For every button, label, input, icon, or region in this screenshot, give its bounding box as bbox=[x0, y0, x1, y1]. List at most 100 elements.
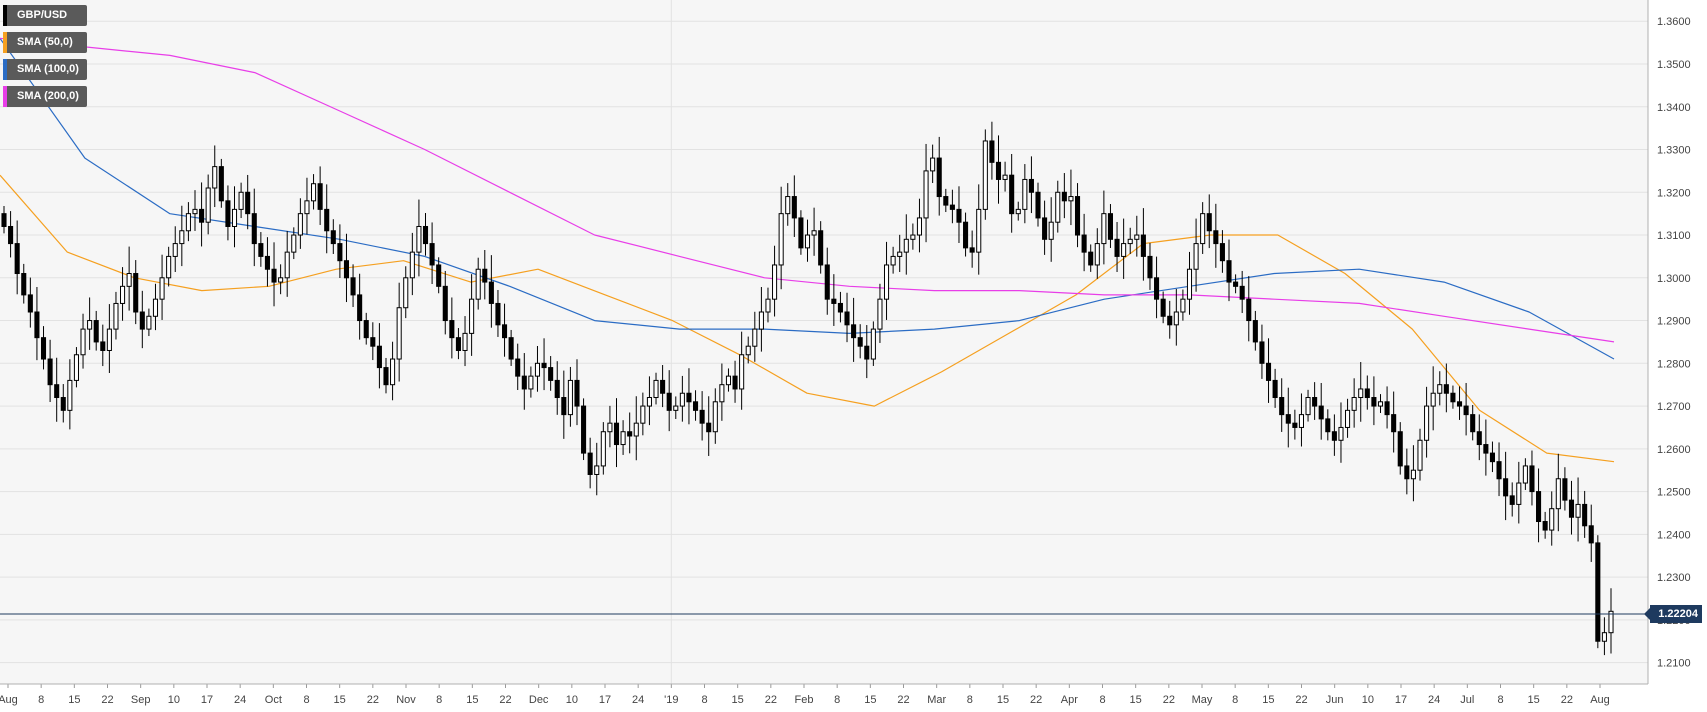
candle-body bbox=[1292, 422, 1298, 428]
x-tick-label: 17 bbox=[1395, 694, 1407, 706]
legend-swatch bbox=[3, 5, 7, 26]
x-tick-label: Sep bbox=[131, 694, 151, 706]
x-tick-label: Aug bbox=[1590, 694, 1610, 706]
legend: GBP/USD SMA (50,0) SMA (100,0) SMA (200,… bbox=[3, 5, 87, 113]
candle-body bbox=[1002, 174, 1008, 180]
x-tick-label: 15 bbox=[864, 694, 876, 706]
candle-body bbox=[758, 311, 764, 330]
candle-body bbox=[521, 375, 527, 390]
x-tick-label: '19 bbox=[664, 694, 678, 706]
x-tick-label: 8 bbox=[436, 694, 442, 706]
candle-body bbox=[1272, 379, 1278, 399]
y-tick-label: 1.2100 bbox=[1657, 658, 1691, 670]
candle-body bbox=[34, 311, 40, 339]
y-tick-label: 1.2700 bbox=[1657, 401, 1691, 413]
x-tick-label: Dec bbox=[529, 694, 549, 706]
candle-body bbox=[508, 337, 514, 360]
candle-body bbox=[1516, 482, 1522, 505]
candle-body bbox=[1042, 217, 1048, 240]
x-tick-label: 22 bbox=[1295, 694, 1307, 706]
candle-body bbox=[1562, 478, 1568, 501]
candle-body bbox=[27, 294, 33, 313]
candle-body bbox=[1397, 431, 1403, 467]
legend-item-sma100[interactable]: SMA (100,0) bbox=[3, 59, 87, 80]
candle-body bbox=[1154, 277, 1160, 300]
candle-body bbox=[370, 337, 376, 347]
candle-body bbox=[449, 320, 455, 339]
x-tick-label: 22 bbox=[1163, 694, 1175, 706]
candle-body bbox=[1456, 401, 1463, 407]
candle-body bbox=[594, 465, 600, 475]
sma-line-200 bbox=[0, 37, 1615, 343]
candle-body bbox=[1351, 397, 1357, 411]
candle-body bbox=[1173, 311, 1179, 326]
candle-body bbox=[1549, 508, 1555, 531]
legend-item-sma200[interactable]: SMA (200,0) bbox=[3, 86, 87, 107]
candle-body bbox=[304, 200, 310, 215]
x-tick-label: Aug bbox=[0, 694, 18, 706]
candle-body bbox=[1259, 341, 1265, 364]
x-tick-label: 24 bbox=[1428, 694, 1440, 706]
candle-body bbox=[607, 422, 613, 433]
candle-body bbox=[1074, 196, 1081, 236]
candle-body bbox=[396, 307, 402, 360]
candle-body bbox=[1410, 469, 1416, 480]
candle-body bbox=[699, 409, 705, 424]
candle-body bbox=[1470, 414, 1476, 433]
y-tick-label: 1.3600 bbox=[1657, 16, 1691, 28]
x-tick-label: Nov bbox=[396, 694, 416, 706]
legend-item-sma50[interactable]: SMA (50,0) bbox=[3, 32, 87, 53]
candle-body bbox=[1503, 478, 1509, 497]
x-tick-label: 22 bbox=[101, 694, 113, 706]
candle-body bbox=[1588, 525, 1594, 544]
candle-body bbox=[488, 281, 494, 304]
candle-body bbox=[330, 230, 336, 245]
candle-body bbox=[673, 405, 679, 411]
x-tick-label: 15 bbox=[1262, 694, 1274, 706]
candle-body bbox=[897, 251, 903, 257]
x-tick-label: Oct bbox=[265, 694, 282, 706]
candle-body bbox=[1437, 384, 1443, 394]
x-tick-label: 15 bbox=[997, 694, 1009, 706]
candle-body bbox=[1522, 465, 1528, 484]
sma-line-50 bbox=[0, 174, 1615, 463]
candle-body bbox=[1536, 491, 1542, 523]
candle-body bbox=[1186, 268, 1193, 300]
candle-body bbox=[1081, 234, 1087, 253]
x-tick-label: 22 bbox=[897, 694, 909, 706]
candle-body bbox=[1364, 388, 1370, 399]
candle-body bbox=[864, 345, 870, 360]
candle-body bbox=[231, 208, 238, 227]
candle-body bbox=[739, 354, 745, 390]
y-tick-label: 1.3200 bbox=[1657, 187, 1691, 199]
candle-body bbox=[1147, 255, 1153, 279]
candle-body bbox=[745, 345, 751, 356]
candle-body bbox=[1035, 191, 1041, 219]
candle-body bbox=[192, 208, 198, 215]
candle-body bbox=[600, 431, 606, 467]
legend-swatch bbox=[3, 86, 7, 107]
candle-body bbox=[811, 230, 817, 236]
candle-body bbox=[1424, 405, 1430, 441]
candle-body bbox=[1028, 178, 1034, 193]
candle-body bbox=[264, 255, 270, 270]
candle-body bbox=[646, 397, 652, 407]
candle-body bbox=[883, 264, 890, 300]
candle-body bbox=[1022, 178, 1028, 210]
x-tick-label: 8 bbox=[967, 694, 973, 706]
candle-body bbox=[963, 221, 969, 249]
candle-body bbox=[916, 217, 923, 236]
candle-body bbox=[8, 225, 14, 245]
x-tick-label: 15 bbox=[732, 694, 744, 706]
x-tick-label: Jun bbox=[1326, 694, 1344, 706]
candle-body bbox=[363, 320, 369, 339]
candle-body bbox=[1200, 213, 1206, 245]
candle-body bbox=[1298, 414, 1304, 428]
y-tick-label: 1.3500 bbox=[1657, 59, 1691, 71]
candle-body bbox=[21, 273, 27, 296]
candle-body bbox=[804, 234, 811, 249]
candle-body bbox=[1404, 465, 1410, 480]
candle-body bbox=[47, 358, 53, 386]
legend-item-gbpusd[interactable]: GBP/USD bbox=[3, 5, 87, 26]
candle-body bbox=[317, 183, 323, 210]
